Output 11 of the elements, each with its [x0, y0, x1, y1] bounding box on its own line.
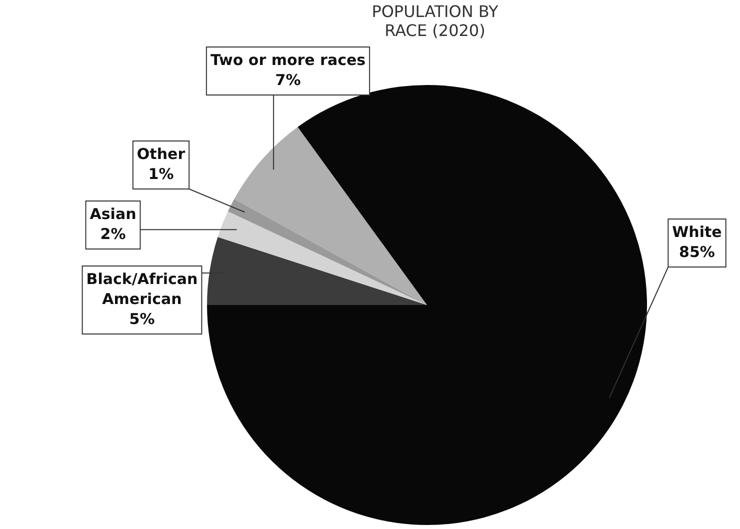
data-label: 7%: [275, 70, 301, 89]
slice-label: Asian: [90, 204, 136, 223]
slice-label: Two or more races: [210, 50, 366, 69]
data-label: 5%: [129, 310, 155, 328]
slice-label: Black/African American: [86, 270, 198, 308]
data-label: 2%: [100, 224, 126, 243]
data-label: 1%: [148, 164, 174, 183]
chart-title: POPULATION BY RACE (2020): [370, 2, 500, 40]
data-label: 85%: [679, 242, 715, 261]
slice-label: Other: [136, 144, 186, 163]
slice-label: White: [672, 222, 722, 241]
